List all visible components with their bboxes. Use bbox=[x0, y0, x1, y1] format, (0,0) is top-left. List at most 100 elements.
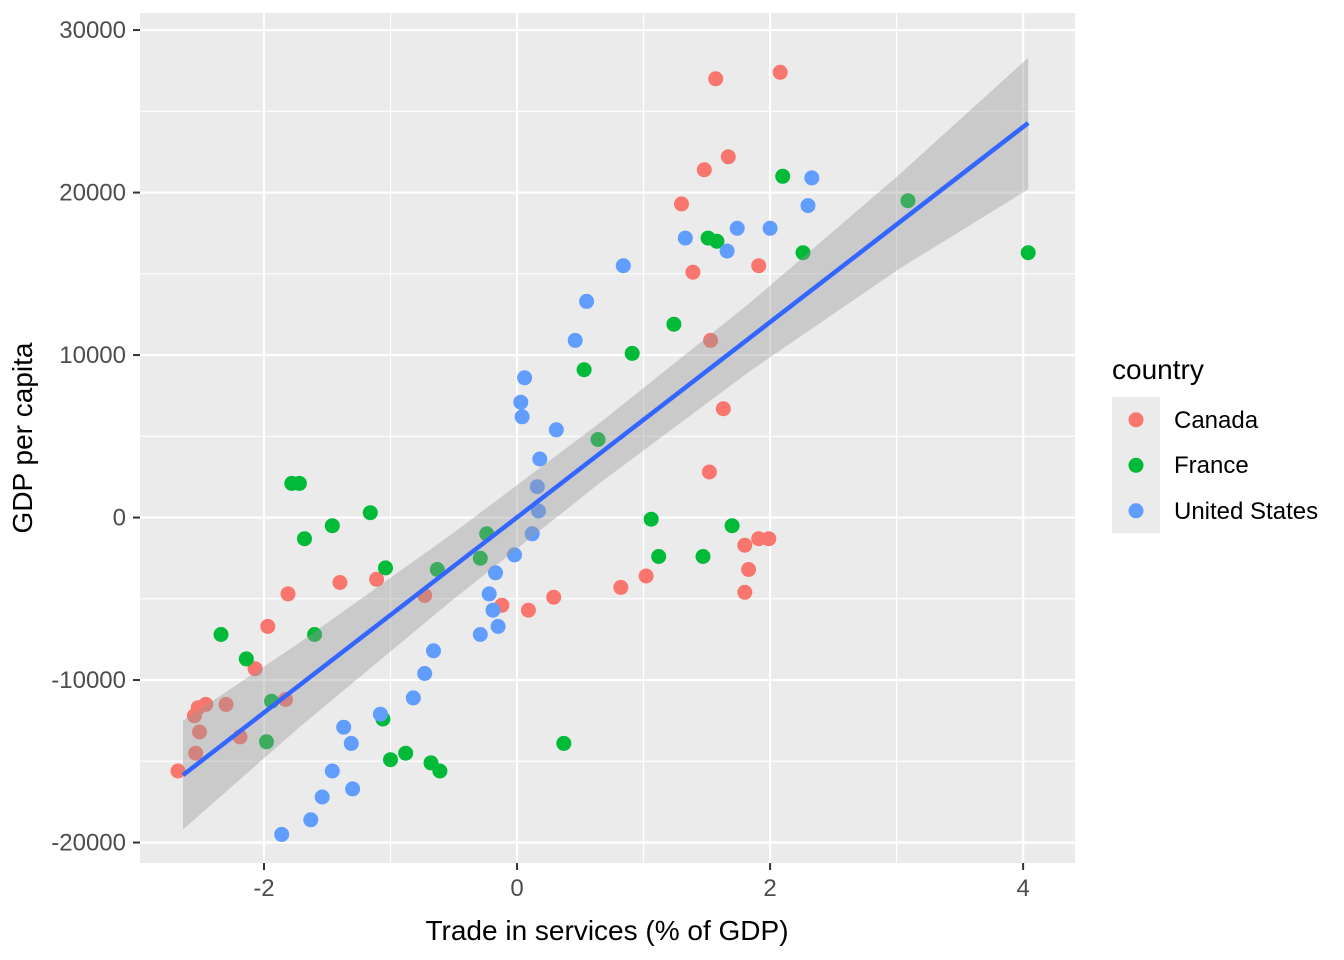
data-point bbox=[238, 651, 254, 667]
data-point bbox=[260, 618, 276, 634]
data-point bbox=[291, 475, 307, 491]
data-point bbox=[170, 763, 186, 779]
data-point bbox=[372, 706, 388, 722]
data-point bbox=[741, 562, 757, 577]
united-states-swatch-icon bbox=[1128, 503, 1144, 519]
data-point bbox=[737, 584, 753, 600]
data-point bbox=[677, 230, 693, 246]
data-point bbox=[345, 781, 361, 797]
x-tick-label: 4 bbox=[1016, 875, 1029, 902]
data-point bbox=[556, 735, 572, 751]
data-point bbox=[514, 409, 530, 425]
data-point bbox=[417, 666, 433, 681]
y-tick-label: -20000 bbox=[51, 830, 126, 857]
data-point bbox=[546, 589, 562, 605]
data-point bbox=[186, 708, 202, 724]
data-point bbox=[405, 690, 421, 706]
data-point bbox=[332, 575, 348, 590]
data-point bbox=[383, 752, 398, 768]
y-tick-label: -10000 bbox=[51, 667, 126, 694]
data-point bbox=[579, 293, 595, 309]
data-point bbox=[213, 627, 229, 642]
regression-line bbox=[181, 121, 1030, 777]
data-point bbox=[524, 526, 540, 542]
data-point bbox=[218, 696, 234, 712]
y-tick-label: 20000 bbox=[59, 180, 126, 207]
data-point bbox=[703, 332, 719, 348]
data-point bbox=[751, 258, 767, 274]
legend-item-united-states: United States bbox=[1112, 488, 1318, 534]
data-point bbox=[638, 568, 654, 584]
data-point bbox=[520, 602, 536, 618]
data-point bbox=[432, 763, 448, 779]
series-united-states bbox=[274, 170, 820, 842]
legend-item-france: France bbox=[1112, 442, 1249, 488]
data-point bbox=[398, 745, 414, 761]
data-point bbox=[696, 162, 712, 178]
legend-title: country bbox=[1112, 354, 1204, 385]
series-canada bbox=[170, 64, 788, 779]
data-point bbox=[719, 243, 735, 259]
data-point bbox=[378, 560, 393, 576]
x-tick-label: 2 bbox=[763, 875, 776, 902]
data-point bbox=[490, 618, 506, 634]
axis-tick-labels: -2 0 2 4 -20000 -10000 0 10000 20000 30000 bbox=[51, 17, 1030, 902]
data-point bbox=[720, 149, 736, 165]
data-point bbox=[576, 362, 592, 378]
plot-panel bbox=[140, 13, 1075, 863]
data-point bbox=[804, 170, 820, 186]
data-point bbox=[567, 332, 583, 348]
data-point bbox=[700, 230, 716, 246]
data-point bbox=[761, 531, 777, 547]
data-point bbox=[772, 64, 788, 80]
data-point bbox=[900, 193, 916, 209]
data-point bbox=[724, 518, 740, 534]
data-point bbox=[532, 451, 548, 467]
data-point bbox=[324, 763, 340, 779]
data-point bbox=[715, 401, 731, 417]
data-point bbox=[485, 602, 501, 618]
data-point bbox=[297, 531, 312, 547]
data-point bbox=[531, 503, 546, 519]
data-point bbox=[369, 571, 385, 587]
data-point bbox=[1020, 245, 1036, 261]
data-point bbox=[651, 549, 667, 564]
data-point bbox=[674, 196, 689, 212]
minor-gridlines bbox=[140, 13, 1075, 863]
data-point bbox=[343, 735, 359, 751]
data-point bbox=[529, 479, 545, 495]
data-point bbox=[324, 518, 340, 534]
data-point bbox=[517, 370, 533, 386]
confidence-ribbon bbox=[183, 57, 1029, 830]
france-swatch-icon bbox=[1128, 457, 1144, 473]
data-point bbox=[481, 586, 497, 602]
data-point bbox=[737, 537, 753, 553]
y-tick-label: 0 bbox=[113, 505, 126, 532]
data-point bbox=[666, 316, 682, 332]
data-points bbox=[170, 64, 1036, 842]
data-point bbox=[259, 734, 274, 750]
data-point bbox=[729, 220, 745, 236]
major-gridlines bbox=[140, 13, 1075, 863]
data-point bbox=[192, 724, 207, 740]
data-point bbox=[775, 168, 791, 184]
x-tick-label: -2 bbox=[253, 875, 274, 902]
data-point bbox=[695, 549, 711, 564]
data-point bbox=[548, 422, 564, 438]
data-point bbox=[247, 661, 263, 677]
legend: country Canada France United States bbox=[1112, 354, 1318, 534]
x-axis-title: Trade in services (% of GDP) bbox=[425, 915, 788, 946]
data-point bbox=[613, 579, 629, 595]
data-point bbox=[280, 586, 296, 602]
data-point bbox=[303, 812, 319, 828]
data-point bbox=[362, 505, 378, 521]
data-point bbox=[336, 719, 352, 735]
data-point bbox=[590, 432, 606, 447]
data-point bbox=[708, 71, 724, 87]
y-tick-label: 30000 bbox=[59, 17, 126, 44]
data-point bbox=[188, 745, 204, 761]
data-point bbox=[274, 826, 290, 842]
data-point bbox=[800, 198, 816, 214]
